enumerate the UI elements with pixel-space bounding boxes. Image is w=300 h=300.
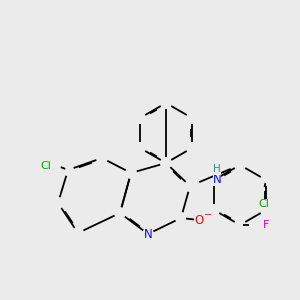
Text: N: N	[213, 173, 221, 186]
Text: O: O	[194, 214, 204, 226]
Text: F: F	[263, 220, 269, 230]
Text: −: −	[204, 210, 212, 220]
Text: Cl: Cl	[40, 161, 51, 171]
Text: N: N	[144, 227, 152, 241]
Text: Cl: Cl	[259, 199, 269, 209]
Text: H: H	[213, 164, 221, 175]
